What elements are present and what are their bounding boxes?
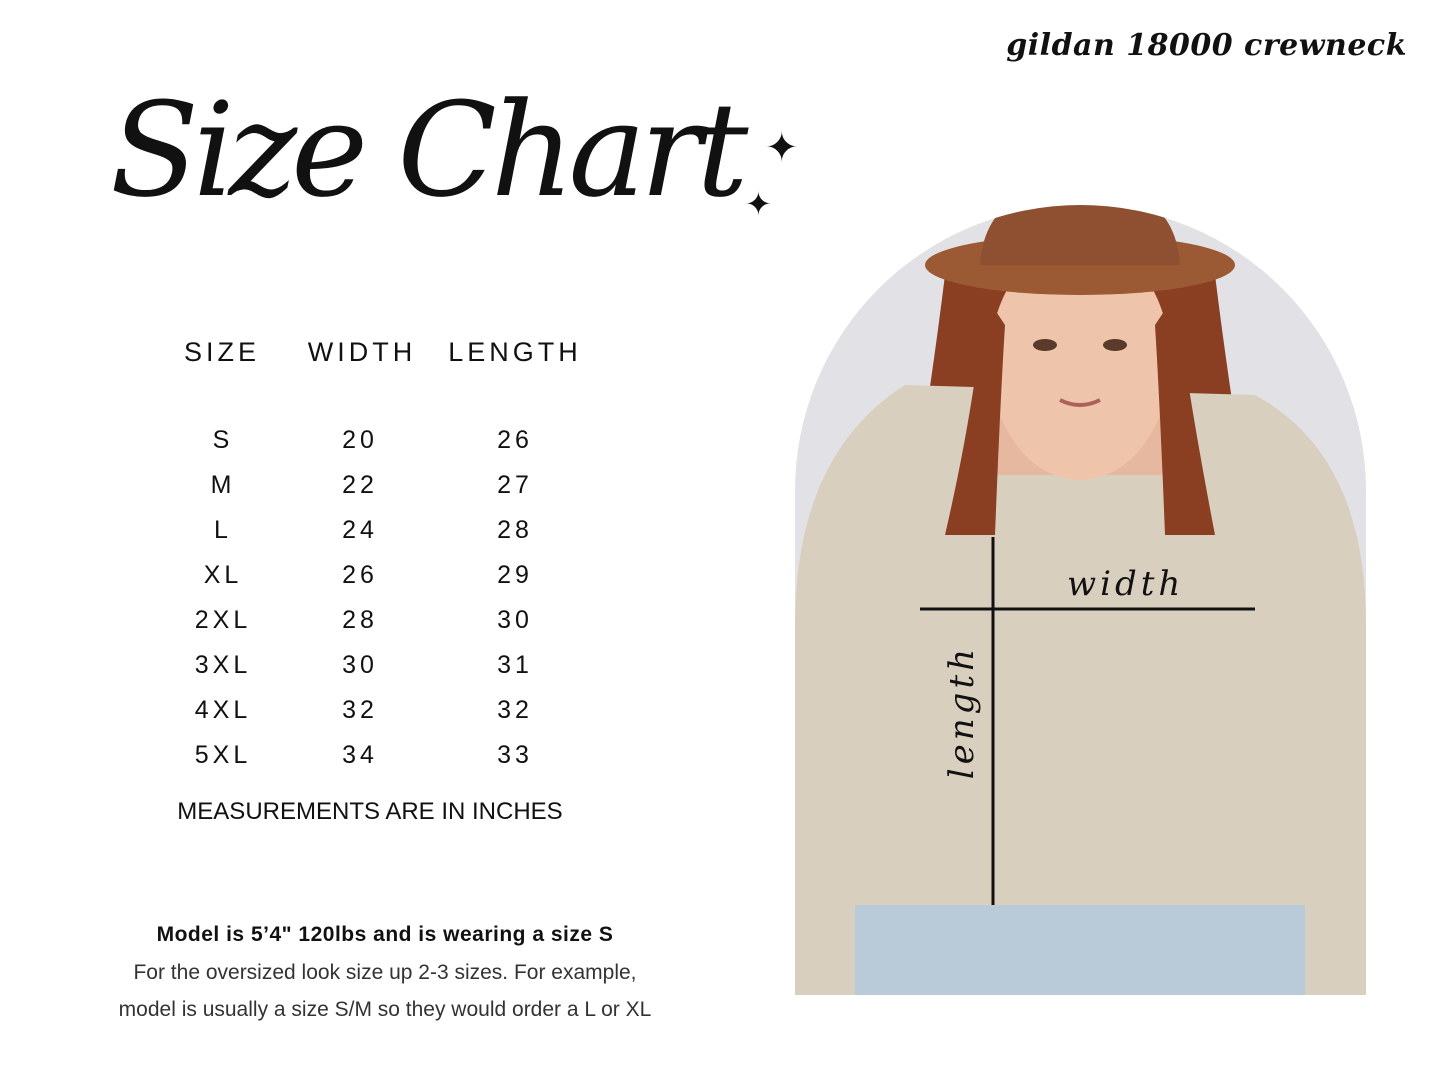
size-cell: 2XL: [194, 606, 252, 634]
width-cell: 28: [342, 606, 378, 634]
header-width: WIDTH: [307, 337, 417, 367]
width-cell: 32: [342, 696, 378, 724]
model-photo: width length: [795, 205, 1366, 995]
length-cell: 31: [497, 651, 533, 679]
length-cell: 26: [497, 426, 533, 454]
size-cell: 5XL: [194, 741, 252, 769]
advice-line-1: For the oversized look size up 2-3 sizes…: [133, 961, 637, 984]
brand-label: gildan 18000 crewneck: [1006, 28, 1407, 63]
width-cell: 26: [342, 561, 378, 589]
header-size: SIZE: [183, 337, 260, 367]
sparkle-icon: ✦: [765, 126, 799, 170]
length-cell: 30: [497, 606, 533, 634]
model-illustration: [795, 205, 1366, 995]
length-cell: 28: [497, 516, 533, 544]
length-cell: 29: [497, 561, 533, 589]
advice-line-2: model is usually a size S/M so they woul…: [118, 998, 652, 1021]
width-label: width: [1067, 564, 1185, 604]
width-cell: 22: [342, 471, 378, 499]
width-cell: 30: [342, 651, 378, 679]
length-cell: 27: [497, 471, 533, 499]
size-cell: S: [212, 426, 234, 454]
size-cell: M: [210, 471, 236, 499]
length-cell: 32: [497, 696, 533, 724]
size-cell: XL: [203, 561, 243, 589]
width-cell: 34: [342, 741, 378, 769]
model-info: Model is 5’4" 120lbs and is wearing a si…: [156, 923, 614, 946]
header-length: LENGTH: [448, 337, 582, 367]
size-cell: L: [214, 516, 232, 544]
units-note: MEASUREMENTS ARE IN INCHES: [177, 798, 563, 825]
width-cell: 20: [342, 426, 378, 454]
size-cell: 3XL: [194, 651, 252, 679]
width-cell: 24: [342, 516, 378, 544]
length-label: length: [942, 645, 982, 780]
sparkle-icon: ✦: [745, 186, 772, 222]
length-cell: 33: [497, 741, 533, 769]
page-title: Size Chart: [110, 74, 748, 226]
size-cell: 4XL: [194, 696, 252, 724]
